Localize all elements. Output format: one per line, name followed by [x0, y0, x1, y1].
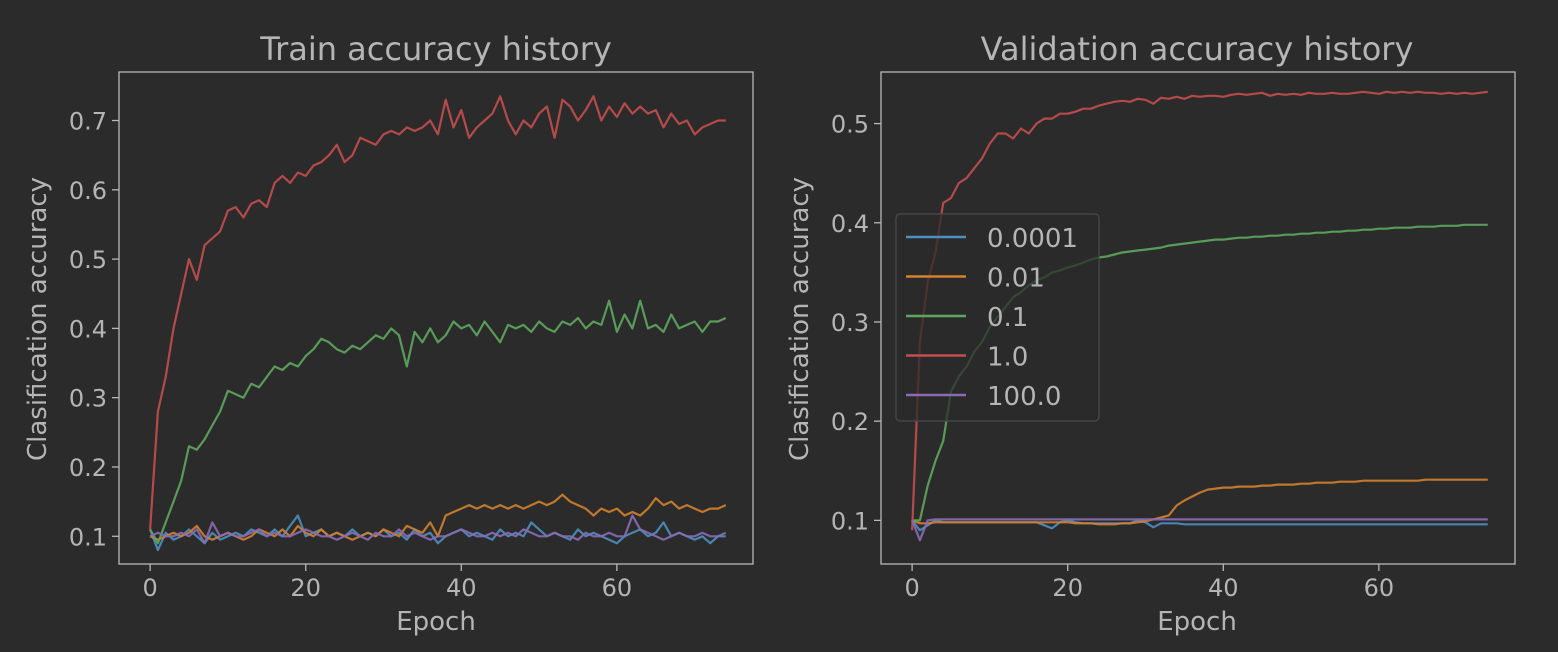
y-tick-label: 0.5 — [69, 246, 107, 274]
train-accuracy-chart: Train accuracy history Epoch Clasificati… — [23, 30, 754, 637]
legend-label: 0.1 — [987, 303, 1028, 333]
series-line-0.0001 — [149, 514, 726, 552]
plot-frame — [118, 71, 754, 565]
y-axis-label: Clasification accuracy — [785, 177, 815, 461]
series-line-100.0 — [911, 518, 1488, 542]
x-axis-label: Epoch — [396, 607, 476, 637]
axis-ticks: 0 20 40 60 0.1 0.2 0.3 0.4 0.5 — [831, 111, 1394, 602]
x-tick-label: 20 — [1052, 574, 1083, 602]
validation-accuracy-chart: Validation accuracy history Epoch Clasif… — [785, 30, 1516, 637]
series-lines — [911, 90, 1488, 542]
y-tick-label: 0.4 — [69, 315, 107, 343]
series-line-0.1 — [149, 299, 727, 545]
x-tick-label: 60 — [1364, 574, 1395, 602]
series-line-1.0 — [911, 90, 1488, 531]
series-line-100.0 — [149, 514, 727, 545]
x-axis-label: Epoch — [1157, 607, 1237, 637]
x-tick-label: 0 — [904, 574, 919, 602]
y-tick-label: 0.5 — [831, 111, 869, 139]
x-tick-label: 20 — [290, 574, 321, 602]
x-tick-label: 40 — [446, 574, 477, 602]
y-tick-label: 0.2 — [831, 408, 869, 436]
axis-ticks: 0 20 40 60 0.1 0.2 0.3 0.4 0.5 0.6 0.7 — [69, 108, 632, 602]
chart-title: Validation accuracy history — [981, 30, 1414, 68]
legend-label: 1.0 — [987, 343, 1028, 373]
y-tick-label: 0.6 — [69, 177, 107, 205]
legend-box — [895, 213, 1100, 422]
y-tick-label: 0.3 — [831, 309, 869, 337]
legend: 0.0001 0.01 0.1 1.0 100.0 — [895, 213, 1100, 422]
y-axis-label: Clasification accuracy — [23, 177, 53, 461]
x-tick-label: 40 — [1208, 574, 1239, 602]
x-tick-label: 0 — [142, 574, 157, 602]
y-tick-label: 0.7 — [69, 108, 107, 136]
y-tick-label: 0.2 — [69, 454, 107, 482]
plot-frame — [880, 71, 1516, 565]
legend-label: 0.01 — [987, 264, 1045, 294]
chart-title: Train accuracy history — [259, 30, 612, 68]
x-tick-label: 60 — [602, 574, 633, 602]
y-tick-label: 0.1 — [69, 523, 107, 551]
y-tick-label: 0.4 — [831, 210, 869, 238]
y-tick-label: 0.1 — [831, 507, 869, 535]
series-line-0.01 — [911, 478, 1488, 526]
series-line-1.0 — [149, 95, 726, 530]
legend-label: 0.0001 — [987, 224, 1078, 254]
series-lines — [149, 95, 727, 552]
legend-label: 100.0 — [987, 382, 1061, 412]
y-tick-label: 0.3 — [69, 385, 107, 413]
